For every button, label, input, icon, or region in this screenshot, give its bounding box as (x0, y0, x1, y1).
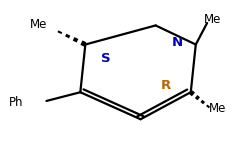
Text: N: N (171, 36, 182, 49)
Text: Me: Me (208, 102, 225, 115)
Text: Me: Me (30, 18, 48, 31)
Text: Me: Me (202, 13, 220, 26)
Text: Ph: Ph (9, 96, 24, 109)
Text: S: S (100, 52, 110, 65)
Text: R: R (160, 79, 170, 92)
